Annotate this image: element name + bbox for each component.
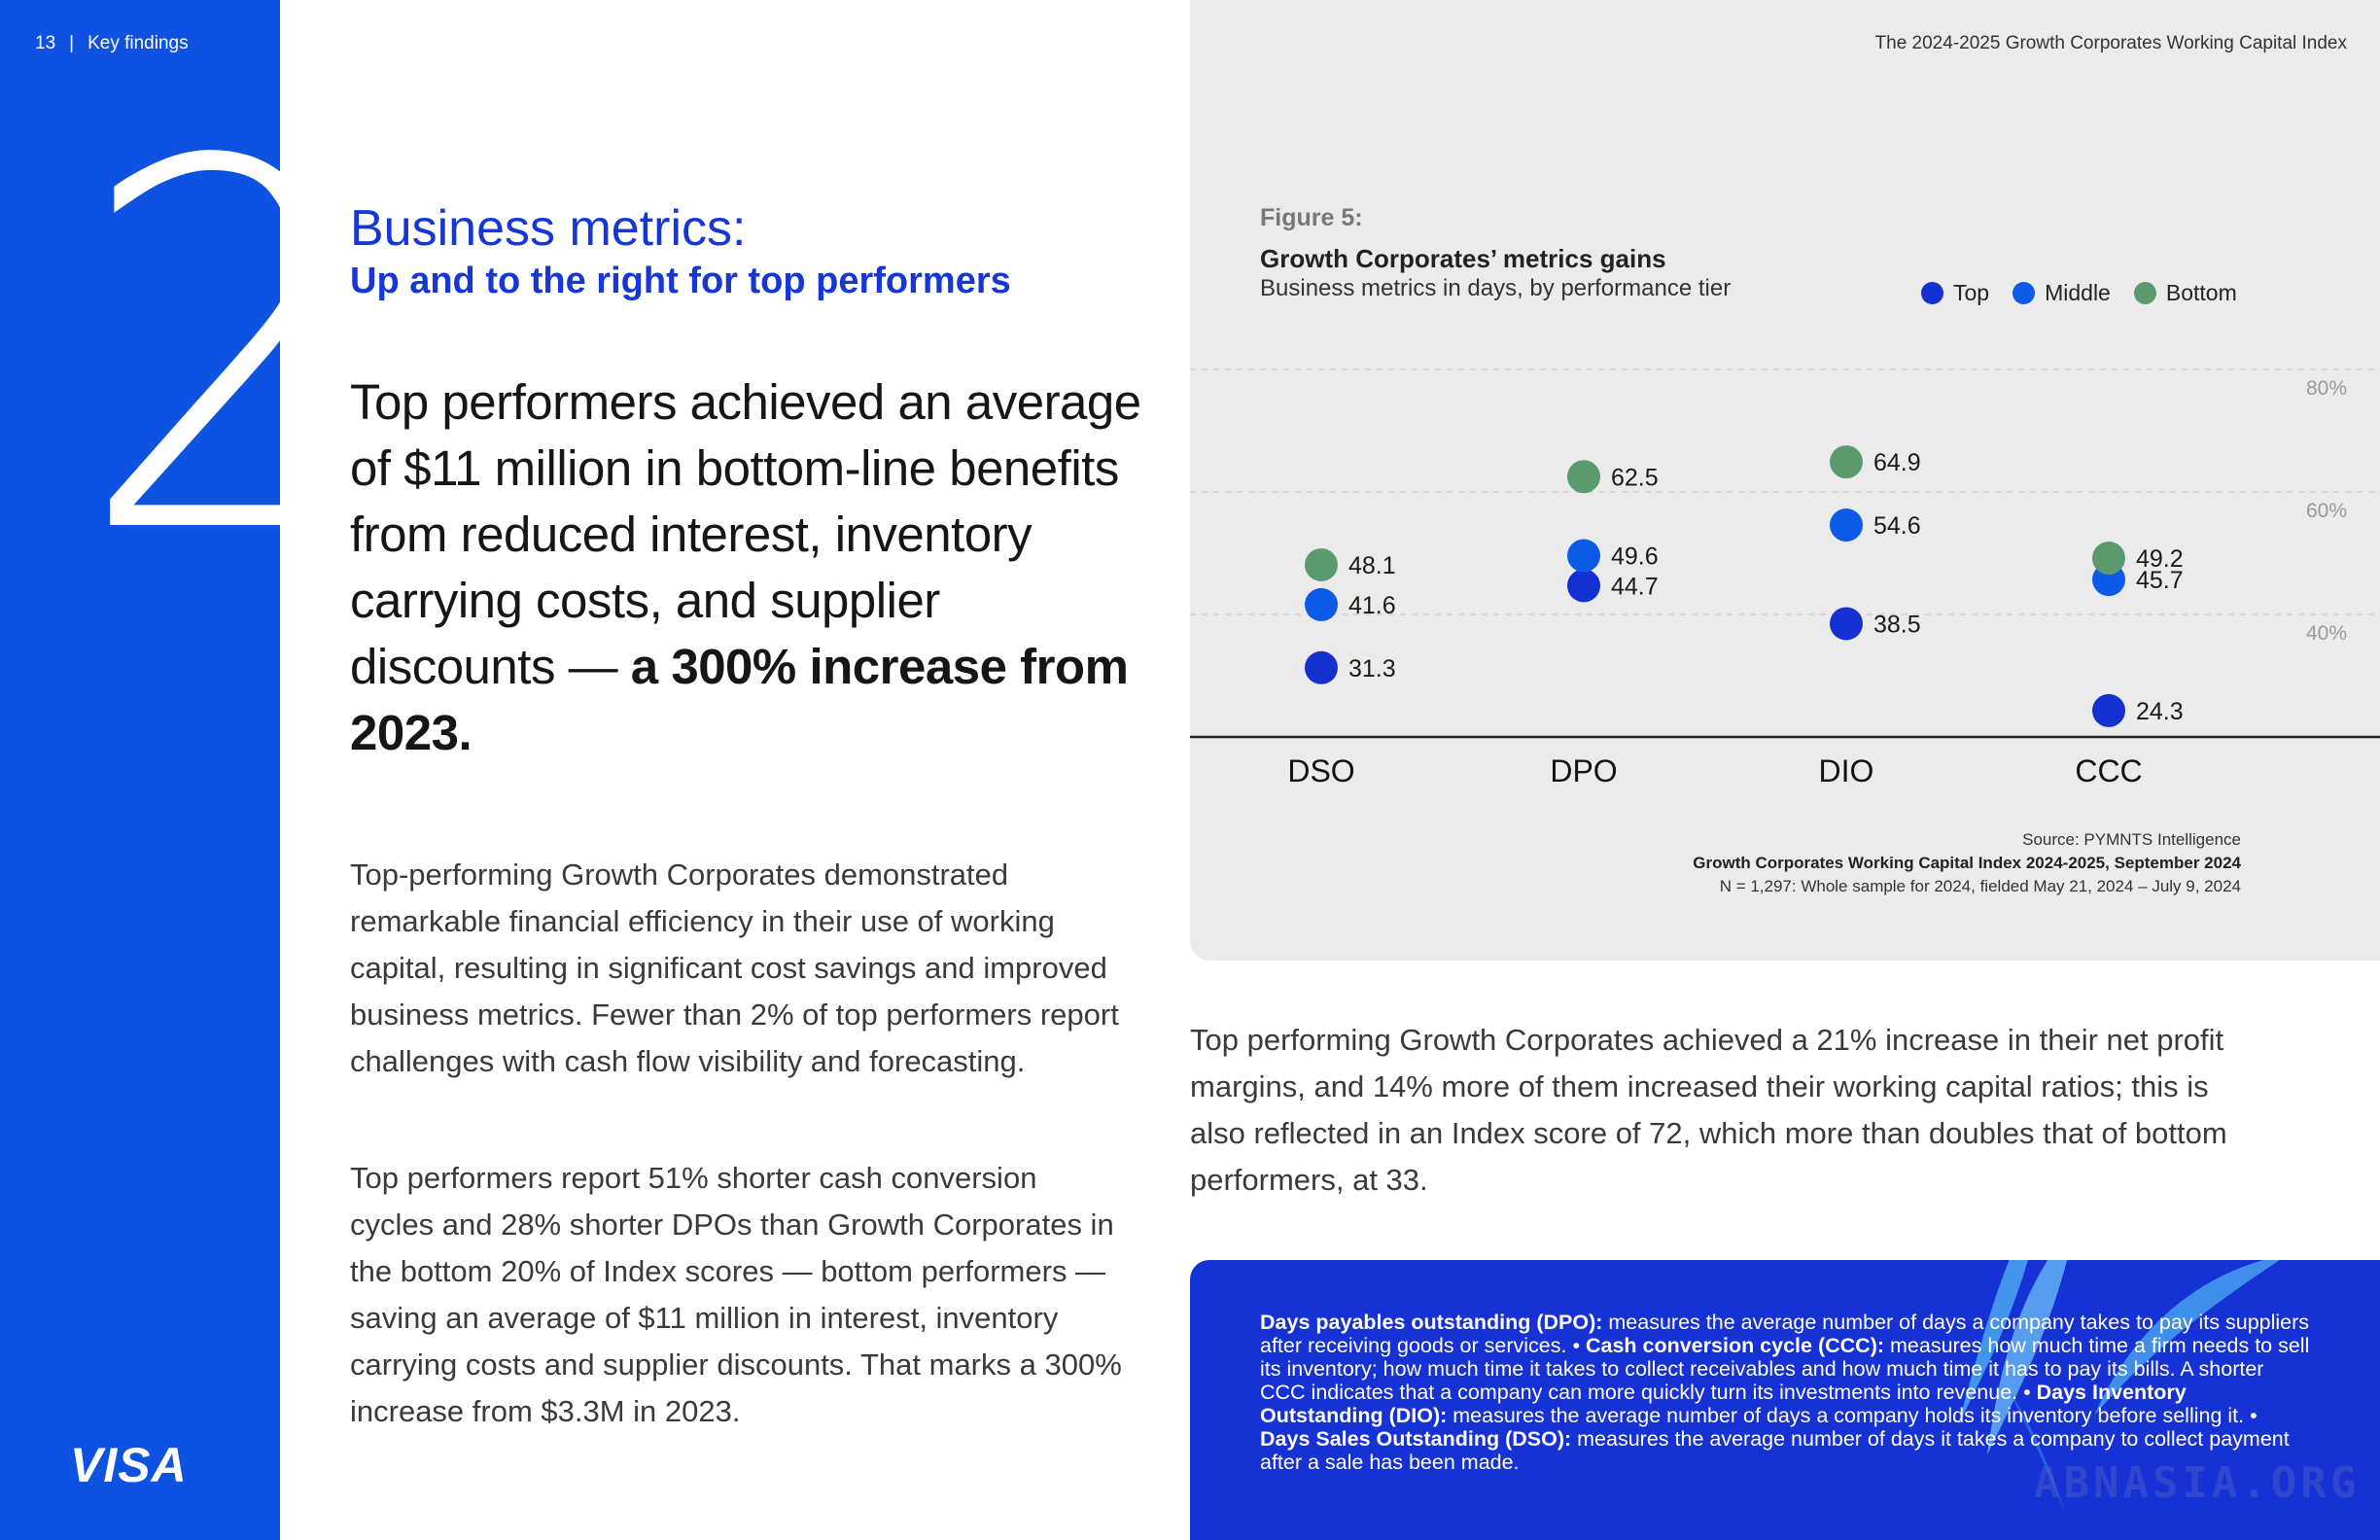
- x-tick-label: DSO: [1287, 753, 1354, 788]
- page-number: 13: [35, 33, 56, 53]
- body-paragraph-2: Top performers report 51% shorter cash c…: [350, 1161, 1122, 1428]
- section-kicker: Business metrics:: [350, 200, 747, 257]
- data-point-top: [1305, 650, 1338, 684]
- chart-legend: Top Middle Bottom: [1921, 280, 2237, 306]
- figure-title: Growth Corporates’ metrics gains: [1260, 244, 1666, 273]
- document-title: The 2024-2025 Growth Corporates Working …: [1874, 33, 2347, 53]
- feather-graphic: [1958, 1260, 2280, 1513]
- data-point-bottom: [1830, 445, 1863, 479]
- data-point-top: [2092, 693, 2125, 727]
- figure-source: Source: PYMNTS Intelligence Growth Corpo…: [1693, 828, 2241, 898]
- x-tick-label: DPO: [1550, 753, 1617, 788]
- figure-panel: [1190, 0, 2380, 961]
- source-line-2: Growth Corporates Working Capital Index …: [1693, 852, 2241, 875]
- legend-label-middle: Middle: [2045, 280, 2111, 305]
- y-tick-label: 60%: [2306, 500, 2347, 522]
- metrics-dot-chart: 40% 60% 80% DSO DPO DIO CCC 31.3 44.7 38.5 24.3 41.…: [1190, 368, 2380, 788]
- data-label: 64.9: [1873, 449, 1921, 476]
- section-name: Key findings: [88, 33, 189, 53]
- legend-dot-top: [1921, 282, 1943, 304]
- lead-statement: Top performers achieved an average of $1…: [350, 369, 1147, 766]
- page-header-left: 13 | Key findings: [35, 33, 189, 54]
- section-big-number: 2: [78, 55, 373, 645]
- source-line-2-bold: Growth Corporates Working Capital Index …: [1693, 854, 2241, 872]
- def-dpo-term: Days payables outstanding (DPO):: [1260, 1311, 1603, 1334]
- def-dso-text: measures the average number of days it t…: [1260, 1427, 2290, 1474]
- data-label: 44.7: [1611, 573, 1659, 600]
- right-paragraph: Top performing Growth Corporates achieve…: [1190, 1023, 2227, 1197]
- legend-label-top: Top: [1953, 280, 1990, 305]
- watermark: ABNASIA.ORG: [2034, 1458, 2361, 1508]
- data-label: 45.7: [2136, 567, 2184, 594]
- legend-item-middle: Middle: [2012, 280, 2111, 306]
- def-ccc-term: Cash conversion cycle (CCC):: [1579, 1334, 1885, 1357]
- data-point-top: [1567, 569, 1600, 603]
- lead-bold: a 300% increase from 2023.: [350, 639, 1129, 760]
- header-separator: |: [69, 33, 75, 53]
- data-label: 38.5: [1873, 611, 1921, 638]
- data-point-bottom: [2092, 542, 2125, 576]
- lead-normal: Top performers achieved an average of $1…: [350, 374, 1141, 694]
- def-ccc-text: measures how much time a firm needs to s…: [1260, 1334, 2310, 1404]
- visa-logo: VISA: [70, 1438, 188, 1492]
- data-point-middle: [1567, 539, 1600, 573]
- section-subhead: Up and to the right for top performers: [350, 261, 1011, 301]
- source-line-1: Source: PYMNTS Intelligence: [2022, 830, 2241, 849]
- left-brand-band: [0, 0, 280, 1540]
- data-label: 49.2: [2136, 545, 2184, 573]
- legend-item-bottom: Bottom: [2133, 280, 2237, 306]
- definitions-text: Days payables outstanding (DPO): measure…: [1260, 1311, 2310, 1474]
- body-paragraph-1: Top-performing Growth Corporates demonst…: [350, 858, 1119, 1078]
- data-label: 24.3: [2136, 698, 2184, 725]
- legend-dot-middle: [2012, 282, 2036, 304]
- data-point-middle: [1305, 587, 1338, 621]
- legend-label-bottom: Bottom: [2165, 280, 2237, 305]
- def-dso-term: Days Sales Outstanding (DSO):: [1260, 1427, 1572, 1451]
- data-point-bottom: [1567, 460, 1600, 494]
- data-label: 54.6: [1873, 512, 1921, 540]
- figure-label: Figure 5:: [1260, 204, 1363, 231]
- source-line-3: N = 1,297: Whole sample for 2024, fielde…: [1719, 877, 2241, 895]
- x-tick-label: DIO: [1819, 753, 1874, 788]
- x-tick-label: CCC: [2075, 753, 2142, 788]
- y-tick-label: 40%: [2306, 622, 2347, 645]
- data-label: 31.3: [1348, 655, 1396, 682]
- data-label: 49.6: [1611, 543, 1659, 571]
- definitions-box: Days payables outstanding (DPO): measure…: [1190, 1260, 2380, 1540]
- data-label: 62.5: [1611, 464, 1659, 491]
- figure-subtitle: Business metrics in days, by performance…: [1260, 275, 1732, 301]
- data-label: 41.6: [1348, 592, 1396, 619]
- def-dio-term: Days Inventory Outstanding (DIO):: [1260, 1381, 2187, 1427]
- def-dio-text: measures the average number of days a co…: [1447, 1404, 2258, 1427]
- legend-dot-bottom: [2133, 282, 2156, 304]
- data-point-middle: [1830, 508, 1863, 542]
- def-dpo-text: measures the average number of days a co…: [1260, 1311, 2310, 1357]
- legend-item-top: Top: [1921, 280, 1989, 306]
- data-point-bottom: [1305, 547, 1338, 581]
- data-point-top: [1830, 607, 1863, 641]
- y-tick-label: 80%: [2306, 377, 2347, 400]
- data-label: 48.1: [1348, 552, 1396, 579]
